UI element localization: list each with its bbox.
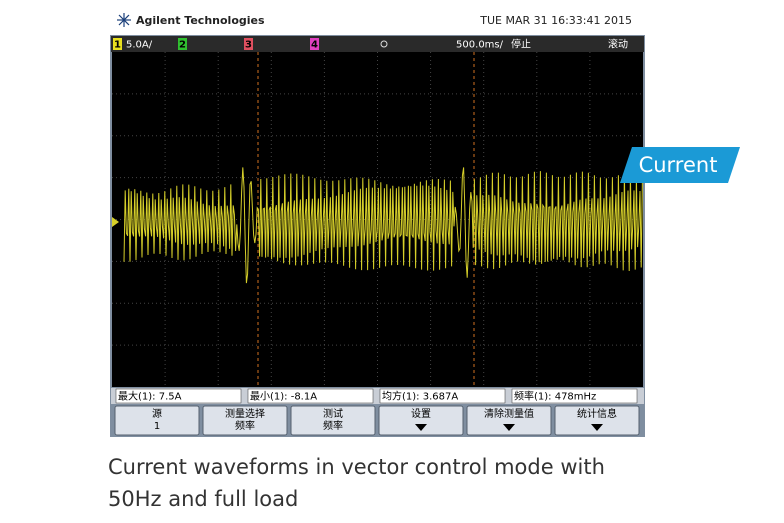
ground-marker [112, 217, 119, 227]
measurement-cell [379, 388, 506, 404]
trigger-icon [380, 40, 388, 48]
measurement-text: 最大(1): 7.5A [118, 390, 182, 403]
channel-box [310, 38, 319, 50]
softkey-label: 清除测量值 [484, 407, 534, 420]
softkey[interactable] [554, 405, 640, 436]
status-state: 停止 [511, 38, 531, 51]
softkey-label: 频率 [235, 419, 255, 432]
label-badge [620, 147, 740, 183]
status-mode: 滚动 [608, 38, 628, 51]
measurement-cell [115, 388, 242, 404]
measurement-group: 最大(1): 7.5A 最小(1): -8.1A 均方(1): 3.687A 频率(1… [115, 388, 638, 404]
softkey[interactable] [466, 405, 552, 436]
channel-number: 4 [311, 40, 318, 51]
softkey-label: 源 [152, 407, 162, 420]
softkey-label: 测量选择 [225, 407, 265, 420]
softkey-label: 测试 [323, 407, 343, 420]
status-timebase: 500.0ms/ [456, 40, 504, 51]
softkey-label: 1 [154, 421, 160, 432]
softkey-label: 统计信息 [577, 407, 617, 420]
softkey[interactable] [202, 405, 288, 436]
softkey-label: 设置 [411, 408, 431, 420]
softkey[interactable] [290, 405, 376, 436]
softkey-arrow [415, 424, 427, 431]
channel-box [244, 38, 253, 50]
softkey-label: 频率 [323, 419, 343, 432]
status-bar [111, 36, 644, 52]
measurement-text: 频率(1): 478mHz [514, 390, 596, 403]
softkey[interactable] [114, 405, 200, 436]
measurement-text: 均方(1): 3.687A [382, 390, 458, 403]
label-text: Current [639, 153, 718, 177]
channel-number: 3 [245, 40, 252, 51]
status-scale: 5.0A/ [126, 40, 153, 51]
channel-box [113, 38, 122, 50]
softkey-arrow [503, 424, 515, 431]
status-group: 1 2 3 4 5.0A/500.0ms/停止 滚动 [113, 38, 628, 51]
measurement-cell [511, 388, 638, 404]
datetime: TUE MAR 31 16:33:41 2015 [479, 14, 632, 27]
channel-box [178, 38, 187, 50]
caption-line: 50Hz and full load [108, 487, 298, 511]
brand: Agilent Technologies [136, 14, 265, 27]
channel-number: 1 [114, 40, 121, 51]
softkey-arrow [591, 424, 603, 431]
softkey[interactable] [378, 405, 464, 436]
caption-line: Current waveforms in vector control mode… [108, 455, 605, 479]
logo [117, 13, 131, 27]
waveform [123, 167, 643, 284]
measurement-bar [111, 388, 644, 404]
measurement-text: 最小(1): -8.1A [250, 391, 317, 403]
measurement-cell [247, 388, 374, 404]
channel-number: 2 [179, 40, 186, 51]
